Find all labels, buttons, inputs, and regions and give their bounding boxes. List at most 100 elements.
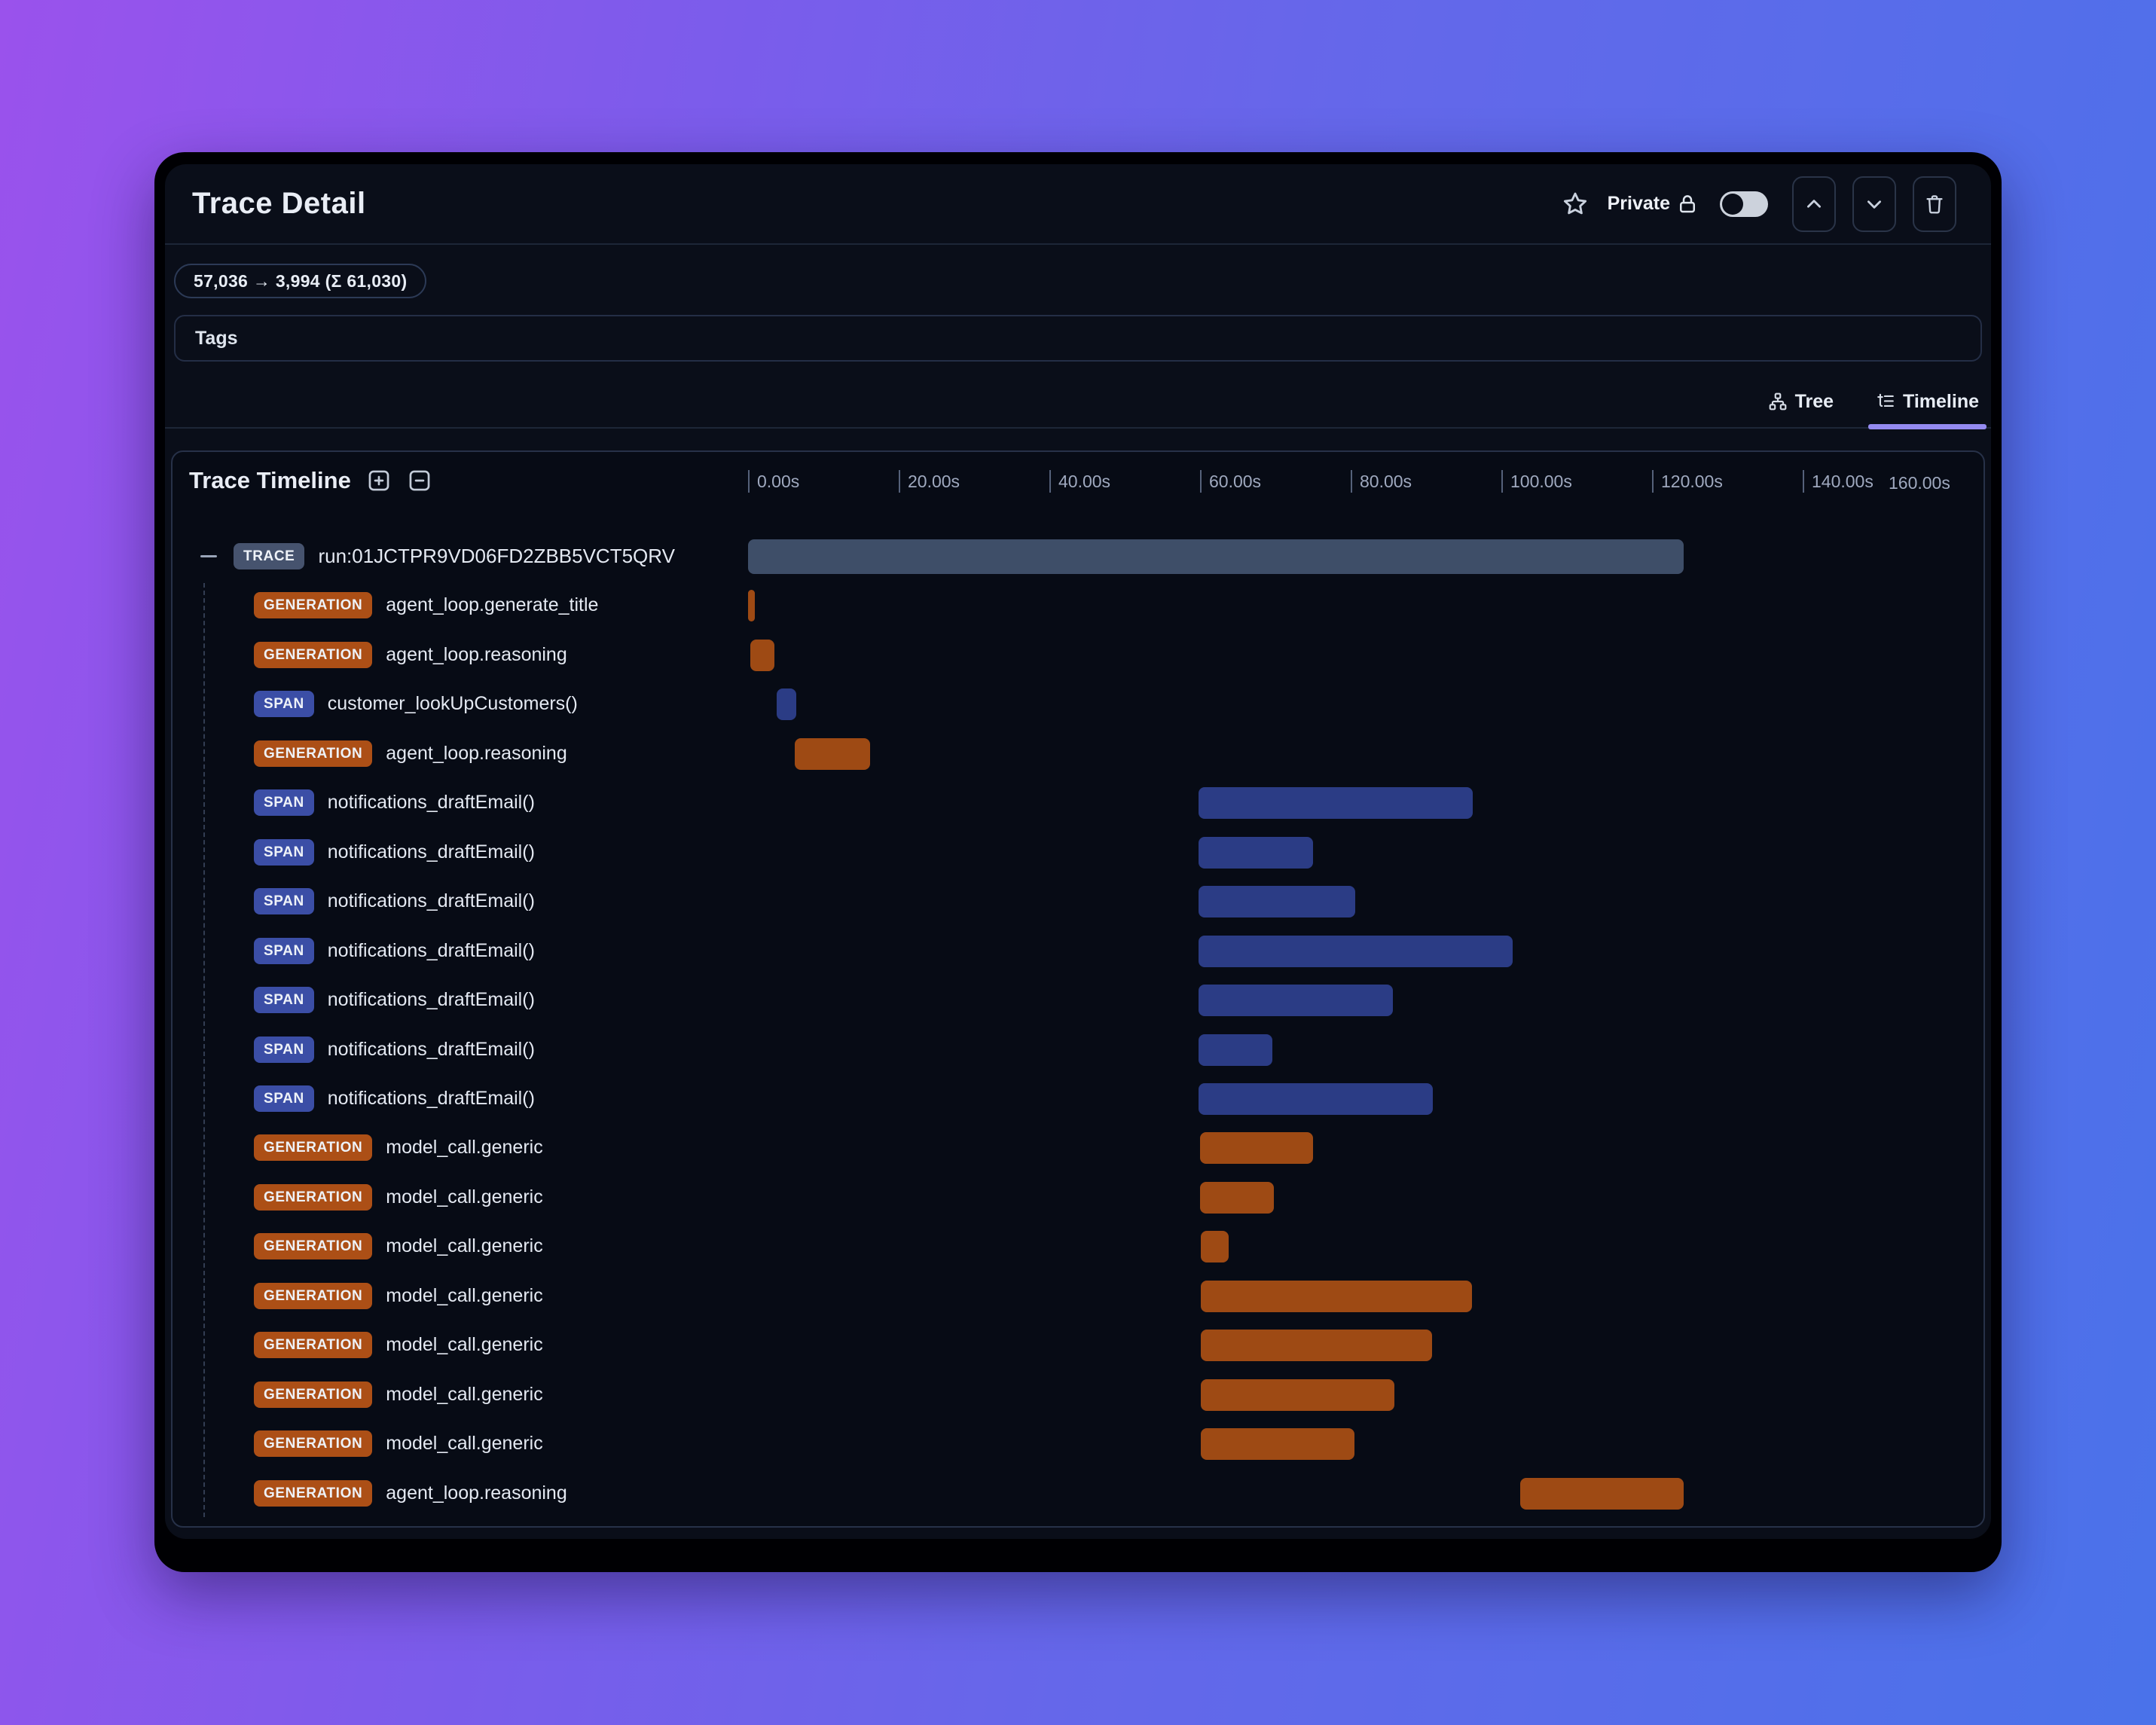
row-head: GENERATION model_call.generic <box>254 1320 543 1369</box>
timeline-row[interactable]: GENERATION agent_loop.reasoning <box>173 729 1983 778</box>
duration-bar[interactable] <box>795 737 870 770</box>
tree-icon <box>1768 392 1788 411</box>
row-label: notifications_draftEmail() <box>327 792 535 814</box>
duration-bar[interactable] <box>748 539 1684 574</box>
timeline-row[interactable]: GENERATION model_call.generic <box>173 1123 1983 1172</box>
trace-row[interactable]: TRACE run:01JCTPR9VD06FD2ZBB5VCT5QRV <box>173 532 1983 581</box>
tags-field[interactable]: Tags <box>174 315 1982 362</box>
expand-down-button[interactable] <box>1852 176 1896 232</box>
tick-mark <box>1652 470 1654 493</box>
duration-bar[interactable] <box>1199 1033 1272 1066</box>
timeline-row[interactable]: GENERATION model_call.generic <box>173 1222 1983 1271</box>
tab-timeline[interactable]: Timeline <box>1868 375 1987 429</box>
tick-mark <box>1803 470 1804 493</box>
timeline-row[interactable]: SPAN notifications_draftEmail() <box>173 1025 1983 1074</box>
trace-timeline-panel: Trace Timeline 0.00s 20.00s 40.00s 60.00s 80… <box>171 450 1985 1528</box>
row-label: notifications_draftEmail() <box>327 1038 535 1060</box>
row-label: notifications_draftEmail() <box>327 890 535 912</box>
timeline-row[interactable]: GENERATION agent_loop.reasoning <box>173 1469 1983 1518</box>
row-label: model_call.generic <box>386 1334 543 1356</box>
row-label: agent_loop.reasoning <box>386 742 567 764</box>
timeline-row[interactable]: SPAN notifications_draftEmail() <box>173 975 1983 1024</box>
row-head: GENERATION model_call.generic <box>254 1370 543 1419</box>
row-type-badge: SPAN <box>254 838 314 866</box>
star-icon[interactable] <box>1561 190 1590 218</box>
row-head: SPAN notifications_draftEmail() <box>254 1025 535 1074</box>
private-label: Private <box>1607 193 1670 214</box>
duration-bar[interactable] <box>1201 1378 1394 1411</box>
row-head: SPAN notifications_draftEmail() <box>254 877 535 926</box>
duration-bar[interactable] <box>1199 836 1313 869</box>
timeline-row[interactable]: GENERATION model_call.generic <box>173 1173 1983 1222</box>
row-head: GENERATION model_call.generic <box>254 1419 543 1468</box>
tick-mark <box>1351 470 1352 493</box>
row-label: notifications_draftEmail() <box>327 939 535 961</box>
timeline-row[interactable]: SPAN customer_lookUpCustomers() <box>173 679 1983 728</box>
timeline-row[interactable]: SPAN notifications_draftEmail() <box>173 828 1983 877</box>
collapse-all-icon[interactable] <box>407 468 432 493</box>
private-toggle[interactable] <box>1720 191 1768 217</box>
tab-timeline-label: Timeline <box>1903 390 1979 412</box>
row-head: GENERATION agent_loop.reasoning <box>254 729 567 778</box>
row-head: GENERATION model_call.generic <box>254 1272 543 1320</box>
timeline-row[interactable]: GENERATION model_call.generic <box>173 1370 1983 1419</box>
delete-button[interactable] <box>1913 176 1956 232</box>
titlebar: Trace Detail Private <box>165 164 1991 245</box>
row-label: notifications_draftEmail() <box>327 989 535 1011</box>
expand-all-icon[interactable] <box>366 468 392 493</box>
timeline-row[interactable]: GENERATION agent_loop.generate_title <box>173 581 1983 630</box>
tick-mark <box>899 470 900 493</box>
token-usage-badge[interactable]: 57,036 → 3,994 (Σ 61,030) <box>174 264 427 298</box>
axis-tick: 0.00s <box>748 470 799 493</box>
timeline-row[interactable]: SPAN notifications_draftEmail() <box>173 927 1983 975</box>
tick-mark <box>1501 470 1503 493</box>
row-type-badge: GENERATION <box>254 592 373 619</box>
duration-bar[interactable] <box>1199 787 1473 820</box>
duration-bar[interactable] <box>748 590 755 622</box>
duration-bar[interactable] <box>1201 1428 1354 1461</box>
duration-bar[interactable] <box>1199 886 1355 918</box>
tick-label: 140.00s <box>1812 471 1874 491</box>
row-type-badge: SPAN <box>254 987 314 1014</box>
timeline-row[interactable]: SPAN notifications_draftEmail() <box>173 1074 1983 1123</box>
timeline-row[interactable]: GENERATION agent_loop.reasoning <box>173 630 1983 679</box>
duration-bar[interactable] <box>777 688 796 721</box>
row-head: GENERATION agent_loop.generate_title <box>254 581 598 630</box>
axis-tick: 120.00s <box>1652 470 1723 493</box>
timeline-row[interactable]: GENERATION model_call.generic <box>173 1272 1983 1320</box>
tab-tree[interactable]: Tree <box>1764 375 1838 428</box>
axis-tick: 100.00s <box>1501 470 1572 493</box>
duration-bar[interactable] <box>750 639 774 671</box>
timeline-row[interactable]: GENERATION model_call.generic <box>173 1419 1983 1468</box>
row-label: model_call.generic <box>386 1235 543 1257</box>
window-buttons <box>1792 176 1956 232</box>
row-head: TRACE run:01JCTPR9VD06FD2ZBB5VCT5QRV <box>234 532 675 581</box>
row-label: agent_loop.reasoning <box>386 643 567 665</box>
duration-bar[interactable] <box>1201 1231 1229 1263</box>
duration-bar[interactable] <box>1201 1330 1432 1362</box>
row-head: GENERATION model_call.generic <box>254 1222 543 1271</box>
row-head: GENERATION agent_loop.reasoning <box>254 630 567 679</box>
duration-bar[interactable] <box>1520 1477 1684 1510</box>
timeline-row[interactable]: SPAN notifications_draftEmail() <box>173 877 1983 926</box>
duration-bar[interactable] <box>1199 935 1513 967</box>
row-type-badge: SPAN <box>254 789 314 817</box>
tick-mark <box>1200 470 1202 493</box>
row-type-badge: GENERATION <box>254 1183 373 1211</box>
duration-bar[interactable] <box>1200 1132 1313 1165</box>
trace-detail-window: Trace Detail Private <box>154 152 2002 1572</box>
duration-bar[interactable] <box>1199 1082 1433 1115</box>
row-type-badge: GENERATION <box>254 1332 373 1359</box>
axis-tick: 60.00s <box>1200 470 1261 493</box>
row-head: GENERATION agent_loop.reasoning <box>254 1469 567 1518</box>
row-head: SPAN customer_lookUpCustomers() <box>254 679 578 728</box>
row-head: SPAN notifications_draftEmail() <box>254 975 535 1024</box>
duration-bar[interactable] <box>1199 985 1393 1017</box>
collapse-up-button[interactable] <box>1792 176 1836 232</box>
duration-bar[interactable] <box>1201 1280 1472 1312</box>
duration-bar[interactable] <box>1200 1181 1274 1214</box>
timeline-row[interactable]: GENERATION model_call.generic <box>173 1320 1983 1369</box>
row-type-badge: SPAN <box>254 1036 314 1063</box>
timeline-row[interactable]: SPAN notifications_draftEmail() <box>173 778 1983 827</box>
titlebar-actions: Private <box>1561 176 1956 232</box>
